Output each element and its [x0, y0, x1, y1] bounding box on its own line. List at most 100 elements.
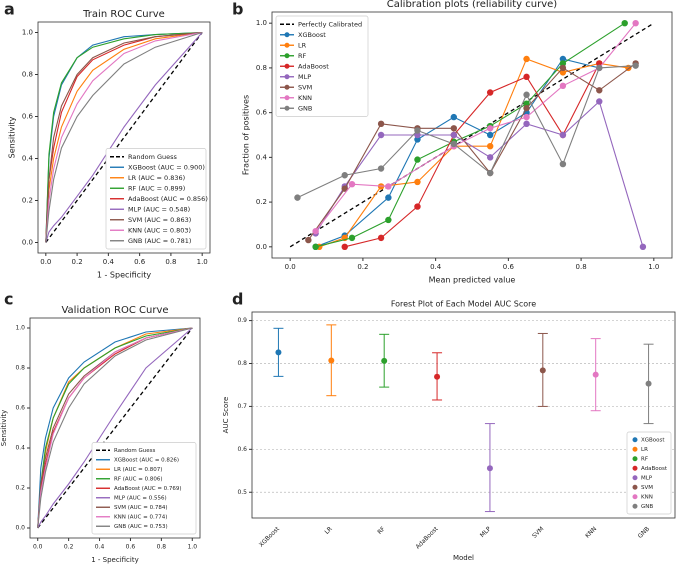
legend-label: Perfectly Calibrated	[298, 20, 362, 28]
data-point	[486, 131, 494, 139]
legend-label: Random Guess	[128, 153, 178, 161]
legend-label: GNB (AUC = 0.781)	[128, 237, 191, 245]
y-tick-label: 0.8	[237, 360, 247, 367]
chart-title: Validation ROC Curve	[61, 305, 168, 316]
data-point	[450, 140, 458, 148]
legend-label: KNN	[641, 494, 653, 500]
data-point	[328, 357, 335, 364]
data-point	[377, 120, 385, 128]
x-tick-label: 1.0	[187, 544, 197, 551]
panel-label: d	[232, 290, 243, 309]
legend-marker	[284, 84, 290, 90]
data-point	[377, 165, 385, 172]
series-line	[37, 327, 193, 529]
legend-label: MLP	[641, 475, 653, 481]
legend-label: RF (AUC = 0.899)	[128, 184, 185, 192]
data-point	[305, 236, 312, 244]
data-point	[414, 156, 421, 163]
data-point	[559, 131, 567, 139]
plot-frame	[251, 311, 676, 519]
data-point	[377, 234, 385, 242]
x-tick-label: 0.6	[126, 544, 136, 551]
series-line	[289, 22, 655, 248]
panel-label: c	[4, 290, 13, 309]
data-point	[486, 154, 494, 161]
y-tick-label: 0.0	[22, 239, 33, 247]
series-line	[37, 327, 193, 529]
legend-marker	[284, 63, 290, 69]
legend-label: SVM (AUC = 0.784)	[114, 505, 168, 511]
legend-marker	[284, 74, 290, 80]
legend-label: GNB (AUC = 0.753)	[114, 524, 168, 530]
series-line	[37, 327, 193, 529]
data-point	[632, 62, 639, 69]
plot-frame	[29, 317, 201, 539]
legend-marker	[284, 105, 290, 111]
series-line	[45, 31, 203, 243]
legend-label: AdaBoost	[298, 62, 329, 70]
x-tick-label: 0.4	[103, 258, 115, 266]
legend-label: AdaBoost (AUC = 0.856)	[128, 195, 208, 203]
legend-label: XGBoost (AUC = 0.900)	[128, 163, 205, 171]
x-tick-label: XGBoost	[258, 525, 282, 549]
x-tick-label: 0.2	[72, 258, 83, 266]
legend-label: GNB	[641, 504, 653, 510]
data-point	[523, 91, 530, 98]
x-tick-label: AdaBoost	[414, 525, 440, 551]
legend-marker	[632, 437, 638, 443]
legend-label: AdaBoost	[641, 466, 668, 472]
x-tick-label: 1.0	[648, 263, 659, 271]
data-point	[559, 64, 567, 72]
series-line	[45, 31, 203, 243]
x-tick-label: 0.2	[64, 544, 74, 551]
legend-label: MLP (AUC = 0.556)	[114, 495, 167, 501]
y-tick-label: 0.2	[256, 198, 267, 206]
x-tick-label: 0.6	[134, 258, 146, 266]
y-tick-label: 1.0	[256, 19, 267, 27]
series-line	[45, 31, 203, 243]
data-point	[414, 136, 421, 143]
data-point	[523, 104, 530, 112]
data-point	[632, 19, 639, 27]
data-point	[414, 178, 421, 186]
legend-box	[626, 431, 672, 515]
series-line	[344, 63, 600, 248]
y-tick-label: 0.2	[22, 197, 33, 205]
x-axis-label: 1 - Specificity	[91, 556, 139, 564]
series-line	[45, 31, 203, 243]
y-tick-label: 0.9	[237, 317, 247, 324]
data-point	[377, 131, 385, 139]
x-axis-label: Model	[453, 554, 474, 562]
x-tick-label: 1.0	[197, 258, 208, 266]
series-line	[297, 65, 636, 199]
y-tick-label: 0.6	[15, 405, 25, 412]
data-point	[645, 380, 652, 387]
x-axis-label: Mean predicted value	[429, 276, 516, 285]
data-point	[559, 82, 567, 90]
legend-box	[275, 15, 369, 117]
legend-box	[91, 442, 197, 535]
x-tick-label: 0.4	[430, 263, 442, 271]
data-point	[559, 69, 567, 76]
series-line	[37, 327, 193, 529]
legend-label: KNN	[298, 94, 312, 102]
series-line	[37, 327, 193, 529]
data-point	[523, 73, 530, 81]
legend-marker	[632, 475, 638, 481]
legend-label: LR (AUC = 0.836)	[128, 174, 185, 182]
data-point	[486, 125, 494, 132]
data-point	[592, 371, 599, 378]
y-tick-label: 0.0	[256, 243, 267, 251]
series-line	[45, 31, 203, 243]
x-axis-label: 1 - Specificity	[97, 271, 152, 280]
data-point	[414, 131, 421, 139]
legend-box	[105, 148, 207, 250]
x-tick-label: 0.2	[357, 263, 368, 271]
data-point	[385, 194, 392, 201]
data-point	[414, 127, 421, 134]
panel-label: a	[4, 0, 15, 19]
series-line	[37, 327, 193, 529]
legend-label: KNN (AUC = 0.803)	[128, 226, 191, 234]
data-point	[381, 357, 388, 364]
legend-label: LR	[298, 41, 307, 49]
